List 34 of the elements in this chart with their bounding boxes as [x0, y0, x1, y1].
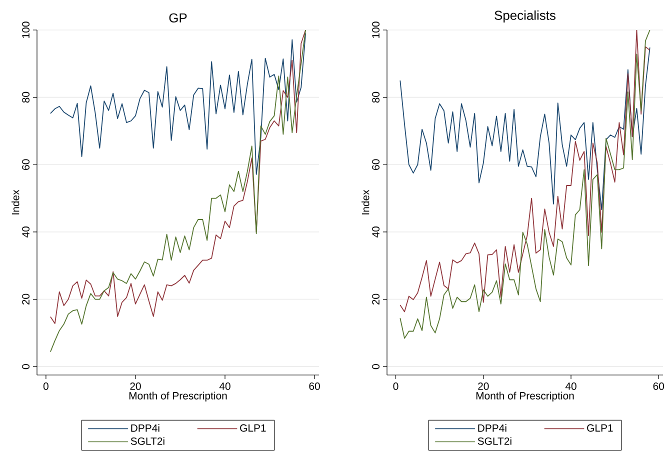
chart-title: GP	[169, 13, 187, 22]
line-series	[400, 47, 650, 210]
x-tick-label: 0	[393, 382, 398, 390]
legend-label: SGLT2i	[130, 437, 164, 445]
x-tick-label: 0	[43, 382, 48, 390]
y-tick-label: 40	[22, 226, 30, 238]
legend-label: DPP4i	[478, 424, 506, 432]
y-axis-title: Index	[12, 190, 20, 214]
y-tick-label: 60	[372, 159, 380, 170]
line-series	[50, 32, 306, 175]
y-tick-label: 0	[372, 364, 380, 370]
y-tick-label: 80	[22, 92, 30, 103]
x-axis-title: Month of Prescription	[476, 392, 574, 402]
legend-label: SGLT2i	[478, 437, 512, 445]
x-tick-label: 60	[653, 382, 664, 390]
y-axis-title: Index	[362, 190, 370, 214]
y-tick-label: 0	[22, 364, 30, 370]
y-tick-label: 80	[372, 92, 380, 103]
x-tick-label: 20	[130, 382, 141, 390]
y-tick-label: 20	[22, 294, 30, 305]
y-tick-label: 100	[22, 22, 30, 38]
y-tick-label: 20	[372, 294, 380, 305]
x-axis-title: Month of Prescription	[129, 392, 227, 402]
y-tick-label: 100	[372, 22, 380, 38]
chart-title: Specialists	[494, 10, 556, 22]
y-tick-label: 40	[372, 226, 380, 238]
x-tick-label: 20	[478, 382, 489, 390]
x-tick-label: 40	[219, 382, 230, 390]
legend-label: DPP4i	[131, 424, 160, 432]
legend-label: GLP1	[587, 424, 613, 432]
legend-label: GLP1	[240, 424, 266, 432]
y-tick-label: 60	[22, 159, 30, 170]
x-tick-label: 60	[309, 382, 320, 390]
x-tick-label: 40	[565, 382, 576, 390]
